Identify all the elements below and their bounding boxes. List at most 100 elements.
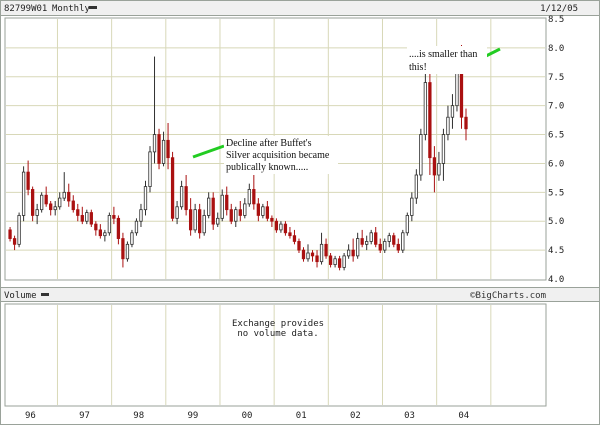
candle-body-down	[188, 209, 193, 231]
candle-body-up	[441, 134, 446, 164]
candle	[53, 201, 57, 216]
candle-body-down	[116, 217, 121, 239]
candle-body-up	[306, 252, 310, 260]
candle	[464, 108, 468, 141]
x-tick-label: 97	[79, 411, 90, 421]
candle-body-up	[410, 197, 414, 216]
candle	[450, 94, 455, 129]
candle	[44, 186, 48, 207]
candle-body-up	[85, 212, 89, 222]
candle	[238, 201, 242, 222]
volume-dropdown-icon[interactable]	[41, 293, 49, 296]
candle-body-up	[365, 241, 369, 245]
candle-body-up	[387, 235, 391, 242]
decline-callout-box	[224, 136, 338, 174]
candle-body-down	[30, 189, 35, 216]
candle-body-down	[274, 220, 279, 231]
candle-body-up	[207, 197, 211, 216]
candle-body-up	[148, 151, 152, 187]
candle	[193, 203, 197, 233]
candle	[324, 238, 328, 259]
candle	[274, 218, 279, 233]
candle-body-down	[315, 255, 319, 263]
candle-body-up	[333, 258, 337, 265]
candle-body-up	[40, 194, 44, 211]
candle-body-down	[297, 241, 301, 251]
candle	[392, 232, 396, 248]
candle	[414, 169, 418, 204]
candle-body-up	[216, 217, 220, 225]
candle	[166, 123, 170, 170]
candle	[315, 250, 319, 268]
candle-body-down	[76, 209, 80, 216]
candle-body-down	[270, 217, 274, 222]
candle	[333, 255, 337, 268]
candle-body-down	[360, 238, 364, 245]
candle	[387, 232, 391, 248]
candle-body-up	[369, 232, 373, 242]
candle-body-down	[8, 229, 12, 239]
candle-body-down	[112, 215, 116, 219]
y-tick-label: 7.5	[548, 73, 564, 83]
candle-body-up	[261, 206, 265, 216]
candle-body-up	[161, 139, 166, 164]
x-tick-label: 01	[296, 411, 307, 421]
candle-body-up	[62, 191, 66, 199]
candle	[283, 221, 288, 236]
candle	[17, 212, 21, 248]
volume-message-line2: no volume data.	[237, 329, 318, 339]
candle-body-up	[175, 206, 179, 219]
candle-body-down	[256, 203, 260, 216]
y-tick-label: 6.5	[548, 131, 564, 141]
x-axis-labels: 96 97 98 99 00 01 02 03 04	[25, 411, 469, 421]
candle	[112, 206, 116, 225]
candle	[383, 238, 387, 253]
candle	[143, 180, 148, 216]
candle-body-up	[446, 116, 450, 135]
candle-body-up	[342, 255, 346, 268]
candle	[256, 198, 260, 222]
candle	[374, 227, 378, 248]
decline-text-line1: Decline after Buffet's	[226, 138, 312, 149]
candle	[252, 175, 256, 210]
candle	[49, 201, 53, 216]
candle-body-down	[283, 223, 288, 234]
y-tick-label: 5.0	[548, 217, 564, 227]
candle	[30, 186, 35, 222]
candle-body-down	[67, 191, 71, 202]
candle	[71, 195, 75, 213]
candle	[148, 146, 152, 193]
candle-body-down	[464, 116, 468, 130]
x-tick-label: 02	[350, 411, 361, 421]
candle	[67, 183, 71, 207]
candle	[211, 192, 215, 230]
candle-body-up	[401, 232, 405, 251]
candle-body-up	[193, 209, 197, 231]
candle-body-up	[21, 171, 26, 216]
period-dropdown-icon[interactable]	[89, 6, 97, 9]
candle-body-down	[428, 82, 432, 159]
candle	[85, 209, 89, 225]
candle	[175, 201, 179, 225]
candle-body-up	[17, 215, 21, 245]
candle	[125, 241, 130, 262]
candle-body-down	[184, 186, 188, 211]
candle	[279, 221, 283, 233]
smaller-text-line2: this!	[409, 62, 427, 73]
y-tick-label: 8.5	[548, 15, 564, 25]
candle-body-down	[328, 255, 333, 265]
candle-body-down	[98, 229, 102, 237]
candle	[40, 192, 44, 213]
candle-body-down	[121, 238, 125, 260]
smaller-callout-box	[407, 46, 487, 74]
candle-body-down	[71, 200, 75, 211]
candle	[346, 244, 351, 259]
candle	[310, 250, 315, 262]
candle	[134, 218, 139, 236]
smaller-arrow	[485, 47, 501, 58]
candle	[188, 198, 193, 236]
candle-body-up	[383, 241, 387, 251]
candle	[94, 221, 98, 236]
